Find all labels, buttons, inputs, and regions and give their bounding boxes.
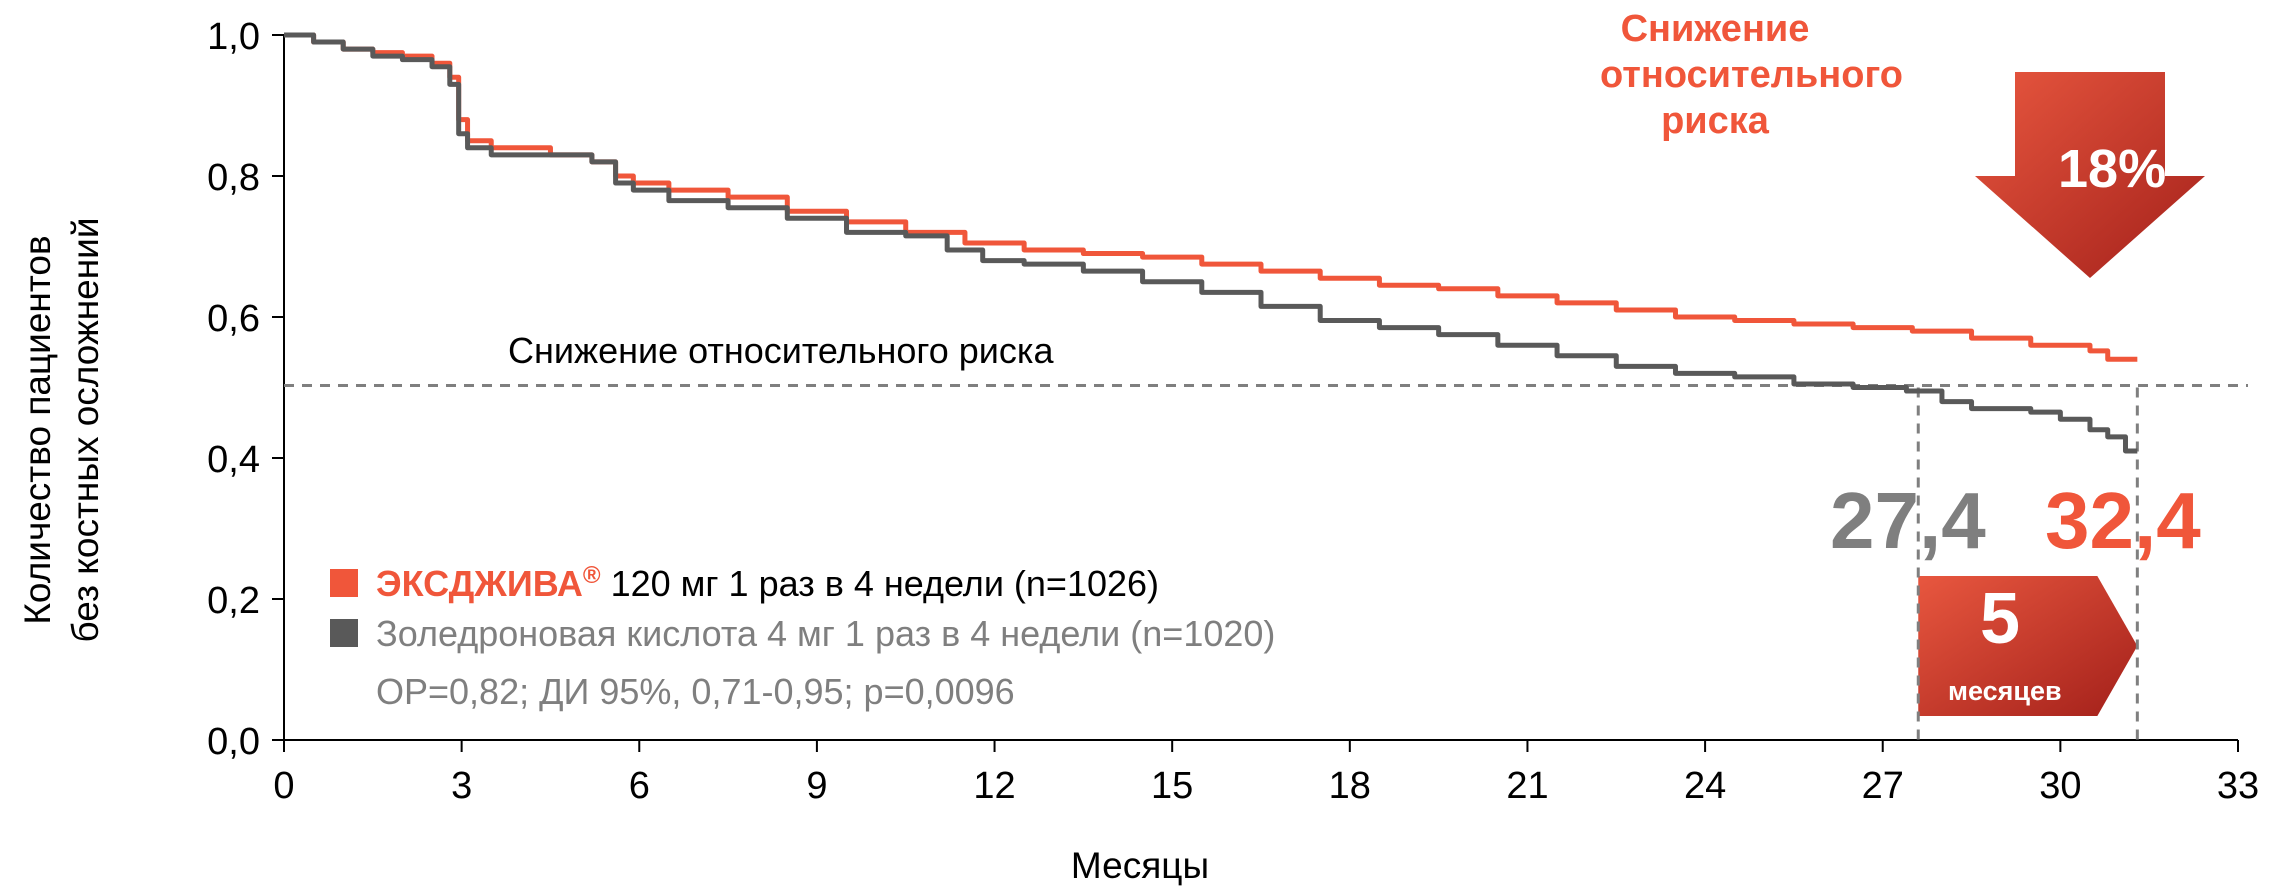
x-tick-label: 21	[1506, 765, 1548, 807]
x-tick-label: 9	[806, 765, 827, 807]
y-tick-label: 0,0	[207, 721, 260, 763]
y-tick-label: 0,8	[207, 157, 260, 199]
series-line-comparator	[284, 32, 2138, 454]
risk-reduction-title: Снижение относительного риска	[1600, 8, 1903, 142]
x-tick-label: 15	[1151, 765, 1193, 807]
legend: ЭКСДЖИВА® 120 мг 1 раз в 4 недели (n=102…	[330, 552, 1275, 726]
x-tick-label: 0	[273, 765, 294, 807]
x-tick-label: 24	[1684, 765, 1726, 807]
y-axis-label-line-1: Количество пациентов	[17, 235, 58, 625]
risk-reduction-arrow	[1975, 72, 2205, 278]
registered-mark: ®	[582, 562, 601, 589]
x-tick-label: 3	[451, 765, 472, 807]
statistics-text: ОР=0,82; ДИ 95%, 0,71-0,95; p=0,0096	[376, 671, 1015, 712]
legend-brand-name: ЭКСДЖИВА	[376, 563, 583, 604]
x-tick-label: 27	[1862, 765, 1904, 807]
x-tick-label: 6	[629, 765, 650, 807]
x-tick-label: 12	[973, 765, 1015, 807]
y-tick-label: 0,6	[207, 298, 260, 340]
y-axis-label-line-2: без костных осложнений	[65, 217, 106, 643]
legend-item-comparator: Золедроновая кислота 4 мг 1 раз в 4 неде…	[330, 610, 1275, 668]
legend-item-brand: ЭКСДЖИВА® 120 мг 1 раз в 4 недели (n=102…	[330, 552, 1275, 610]
median-difference-value: 5	[1980, 579, 2021, 659]
x-tick-label: 33	[2217, 765, 2259, 807]
legend-swatch-comparator	[330, 619, 358, 648]
median-difference-unit: месяцев	[1948, 676, 2062, 706]
legend-swatch-brand	[330, 569, 358, 598]
y-tick-label: 0,2	[207, 580, 260, 622]
risk-reduction-percent: 18%	[2058, 139, 2167, 199]
x-tick-label: 18	[1329, 765, 1371, 807]
y-tick-label: 0,4	[207, 439, 260, 481]
x-axis-label: Месяцы	[1070, 845, 1210, 886]
median-comparator-label: 27,4	[1830, 476, 1986, 565]
legend-brand-dosage: 120 мг 1 раз в 4 недели (n=1026)	[600, 563, 1160, 604]
reference-line-label: Снижение относительного риска	[508, 330, 1054, 371]
y-axis-label: Количество пациентов без костных осложне…	[12, 150, 112, 710]
median-brand-label: 32,4	[2045, 476, 2201, 565]
median-difference-arrow	[1918, 576, 2138, 716]
x-tick-label: 30	[2039, 765, 2081, 807]
y-tick-label: 1,0	[207, 16, 260, 58]
legend-comparator-label: Золедроновая кислота 4 мг 1 раз в 4 неде…	[376, 613, 1276, 654]
